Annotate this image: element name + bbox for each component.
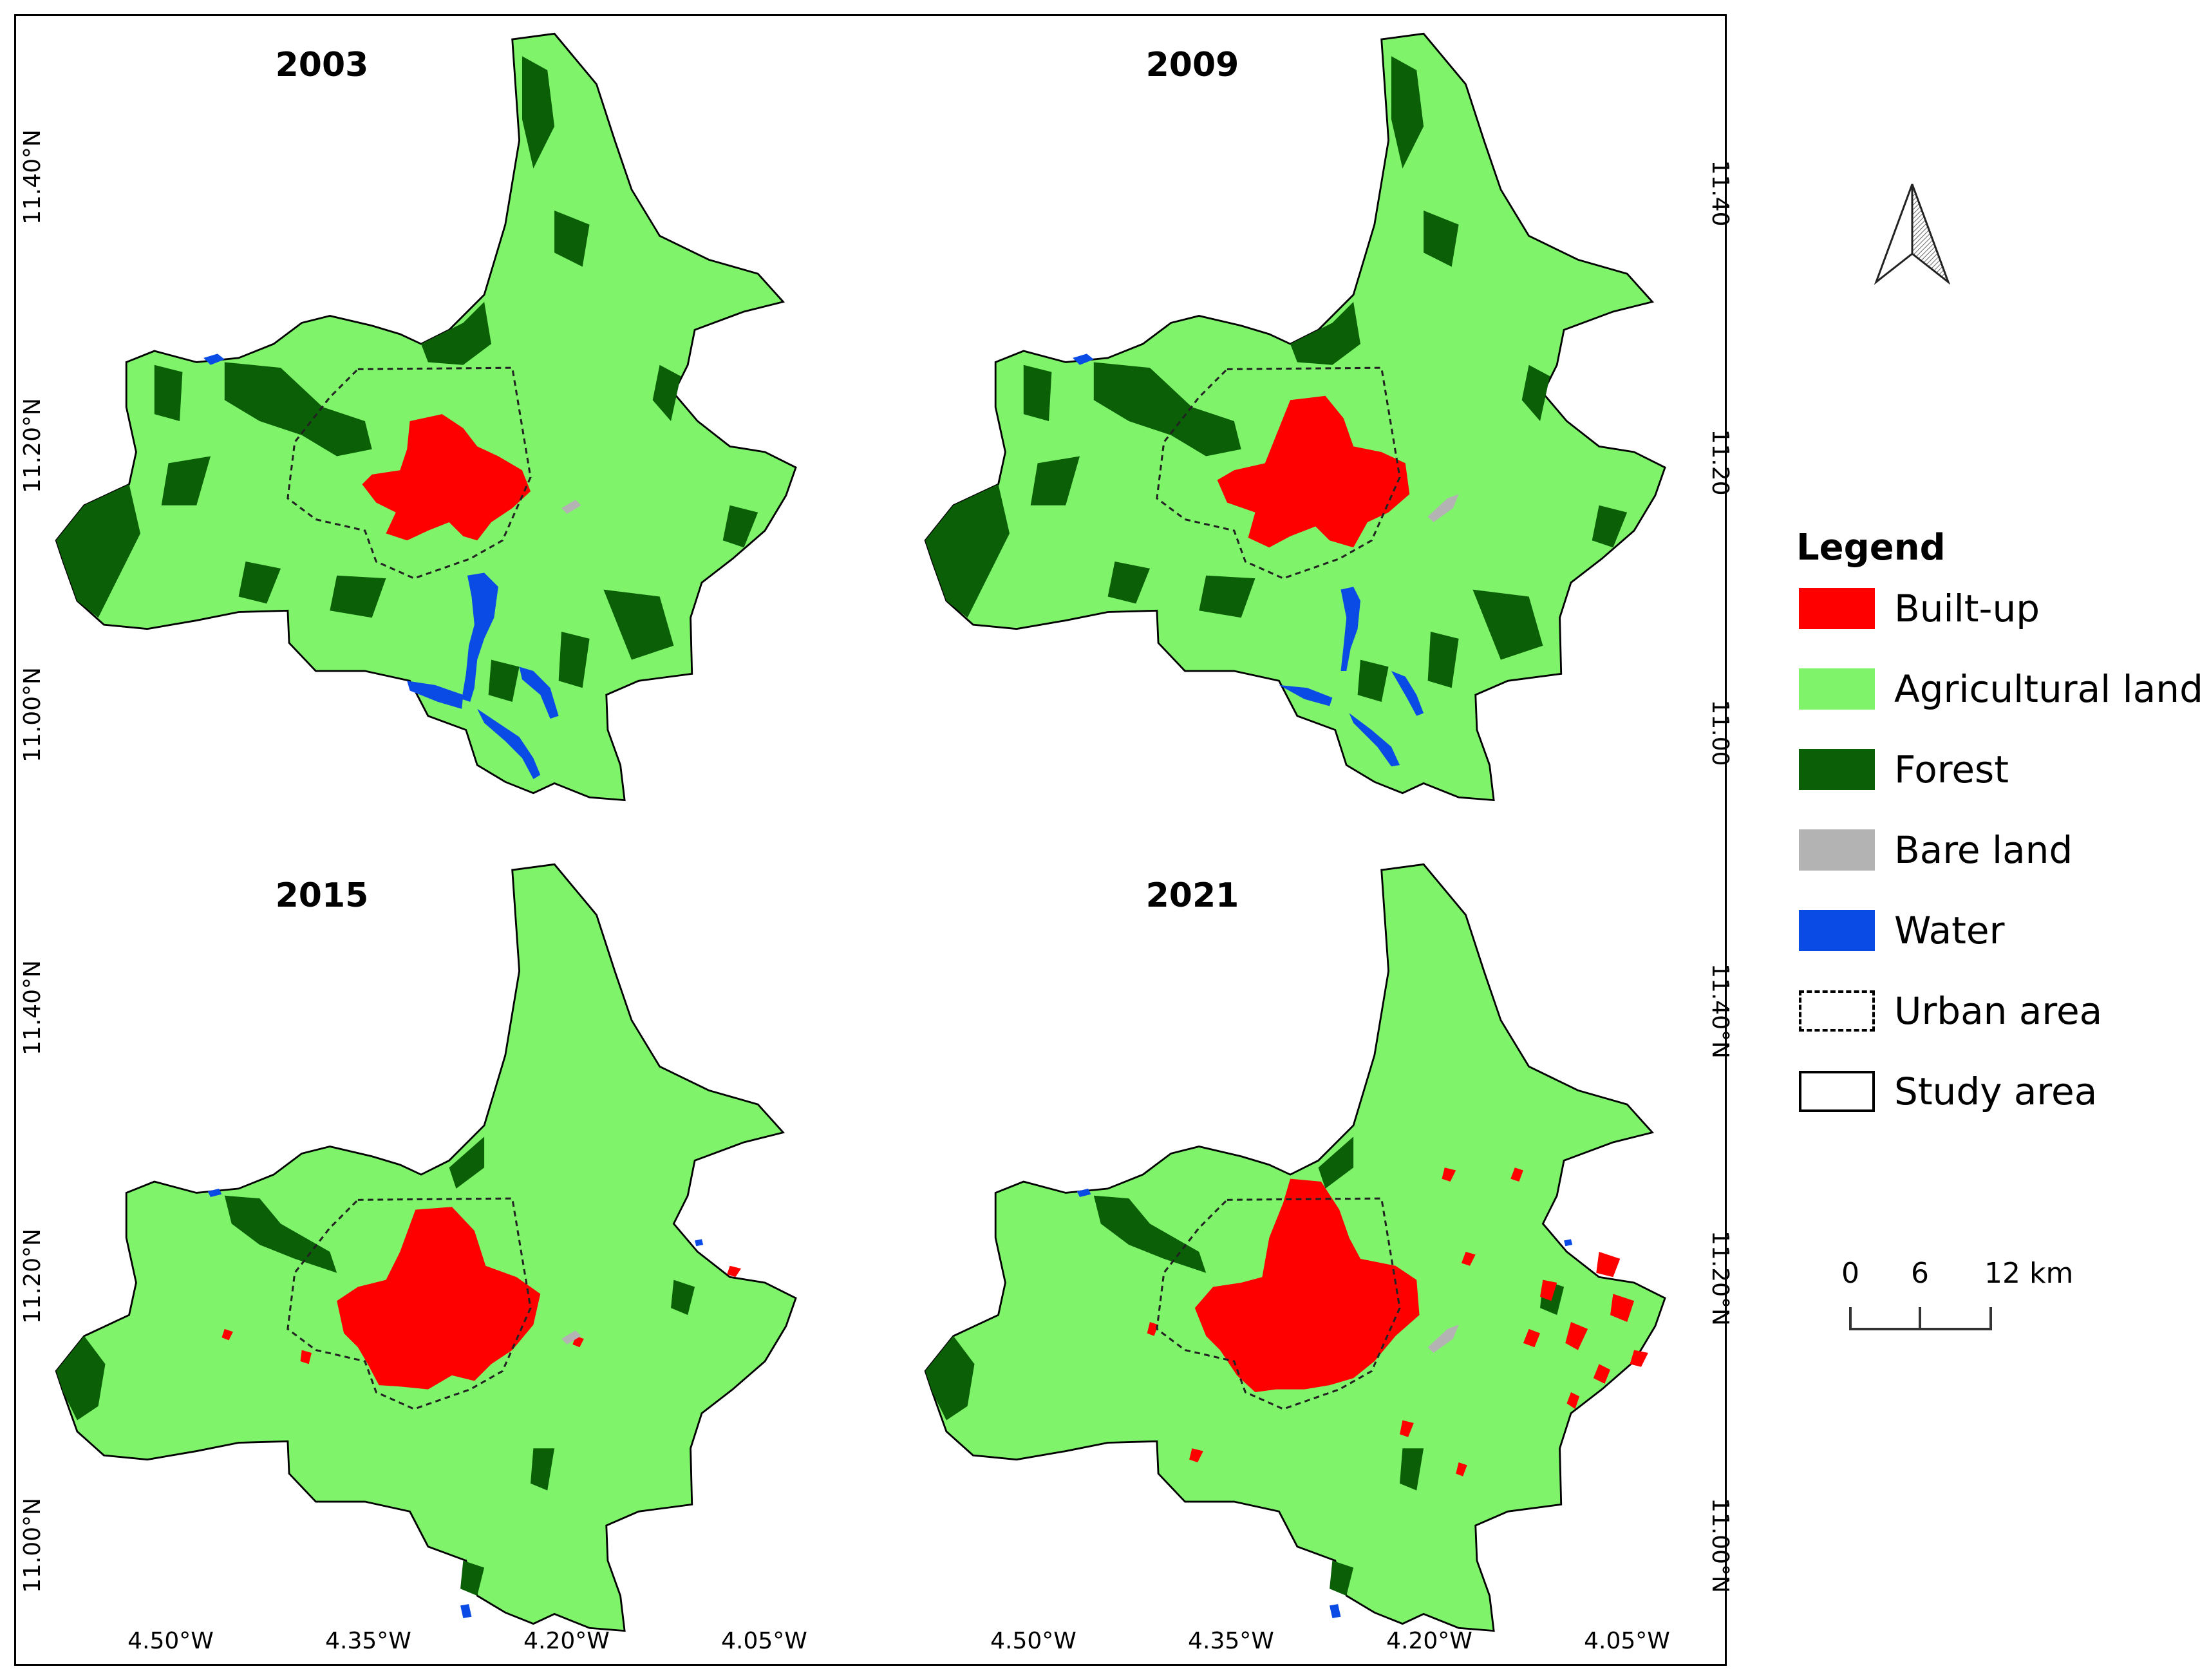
scale-bar: 0 6 12 km [1841, 1257, 2073, 1330]
legend-label-study: Study area [1894, 1070, 2098, 1113]
legend-swatch-water [1799, 910, 1875, 951]
legend-item-bare: Bare land [1796, 829, 2183, 910]
legend-label-forest: Forest [1894, 748, 2009, 791]
lon-label-405-right: 4.05°W [1584, 1628, 1670, 1654]
legend-swatch-study [1799, 1071, 1875, 1112]
legend-label-urban: Urban area [1894, 989, 2103, 1033]
lat-label-right-top-1100: 11.00 [1707, 699, 1733, 766]
legend-item-water: Water [1796, 910, 2183, 990]
lat-label-left-top-1120: 11.20°N [19, 398, 46, 493]
panel-title-2021: 2021 [1146, 876, 1239, 915]
map-panel-2021 [924, 863, 1666, 1632]
lon-label-420-right: 4.20°W [1386, 1628, 1472, 1654]
lon-label-405-left: 4.05°W [721, 1628, 807, 1654]
legend-item-study: Study area [1796, 1071, 2183, 1151]
lat-label-right-top-1140: 11.40 [1707, 160, 1733, 226]
lat-label-right-top-1120: 11.20 [1707, 429, 1733, 495]
lon-label-450-right: 4.50°W [990, 1628, 1076, 1654]
legend-swatch-builtup [1799, 588, 1875, 629]
map-panel-2009 [924, 32, 1666, 802]
legend-label-builtup: Built-up [1894, 587, 2040, 630]
legend-label-water: Water [1894, 909, 2005, 952]
legend-swatch-agricultural [1799, 668, 1875, 710]
map-panel-2003 [55, 32, 797, 802]
panel-title-2015: 2015 [276, 876, 369, 915]
north-arrow-icon [1874, 184, 1951, 285]
scale-label-0: 0 [1841, 1257, 1859, 1290]
scale-label-6: 6 [1911, 1257, 1929, 1290]
lat-label-right-bottom-1120: 11.20°N [1707, 1231, 1733, 1326]
legend-item-builtup: Built-up [1796, 588, 2183, 668]
lat-label-left-bottom-1100: 11.00°N [19, 1498, 46, 1593]
lat-label-right-bottom-1140: 11.40°N [1707, 963, 1733, 1059]
legend-item-agricultural: Agricultural land [1796, 668, 2200, 749]
scale-label-12: 12 km [1984, 1257, 2073, 1290]
legend: Legend Built-up Agricultural land Forest… [1796, 527, 2200, 1151]
lon-label-435-right: 4.35°W [1188, 1628, 1274, 1654]
map-panel-2015 [55, 863, 797, 1632]
lat-label-left-bottom-1140: 11.40°N [19, 960, 46, 1055]
legend-item-forest: Forest [1796, 749, 2183, 829]
lat-label-left-top-1140: 11.40°N [19, 129, 46, 225]
legend-title: Legend [1796, 527, 1946, 569]
legend-label-bare: Bare land [1894, 828, 2073, 872]
lat-label-right-bottom-1100: 11.00°N [1707, 1498, 1733, 1593]
legend-swatch-bare [1799, 829, 1875, 871]
lat-label-left-bottom-1120: 11.20°N [19, 1229, 46, 1324]
panel-title-2009: 2009 [1146, 46, 1239, 84]
lon-label-450-left: 4.50°W [127, 1628, 214, 1654]
lon-label-420-left: 4.20°W [523, 1628, 610, 1654]
legend-swatch-urban [1799, 990, 1875, 1032]
lon-label-435-left: 4.35°W [325, 1628, 411, 1654]
panel-title-2003: 2003 [276, 46, 369, 84]
legend-item-urban: Urban area [1796, 990, 2183, 1071]
legend-swatch-forest [1799, 749, 1875, 790]
legend-label-agricultural: Agricultural land [1894, 667, 2200, 711]
lat-label-left-top-1100: 11.00°N [19, 667, 46, 762]
